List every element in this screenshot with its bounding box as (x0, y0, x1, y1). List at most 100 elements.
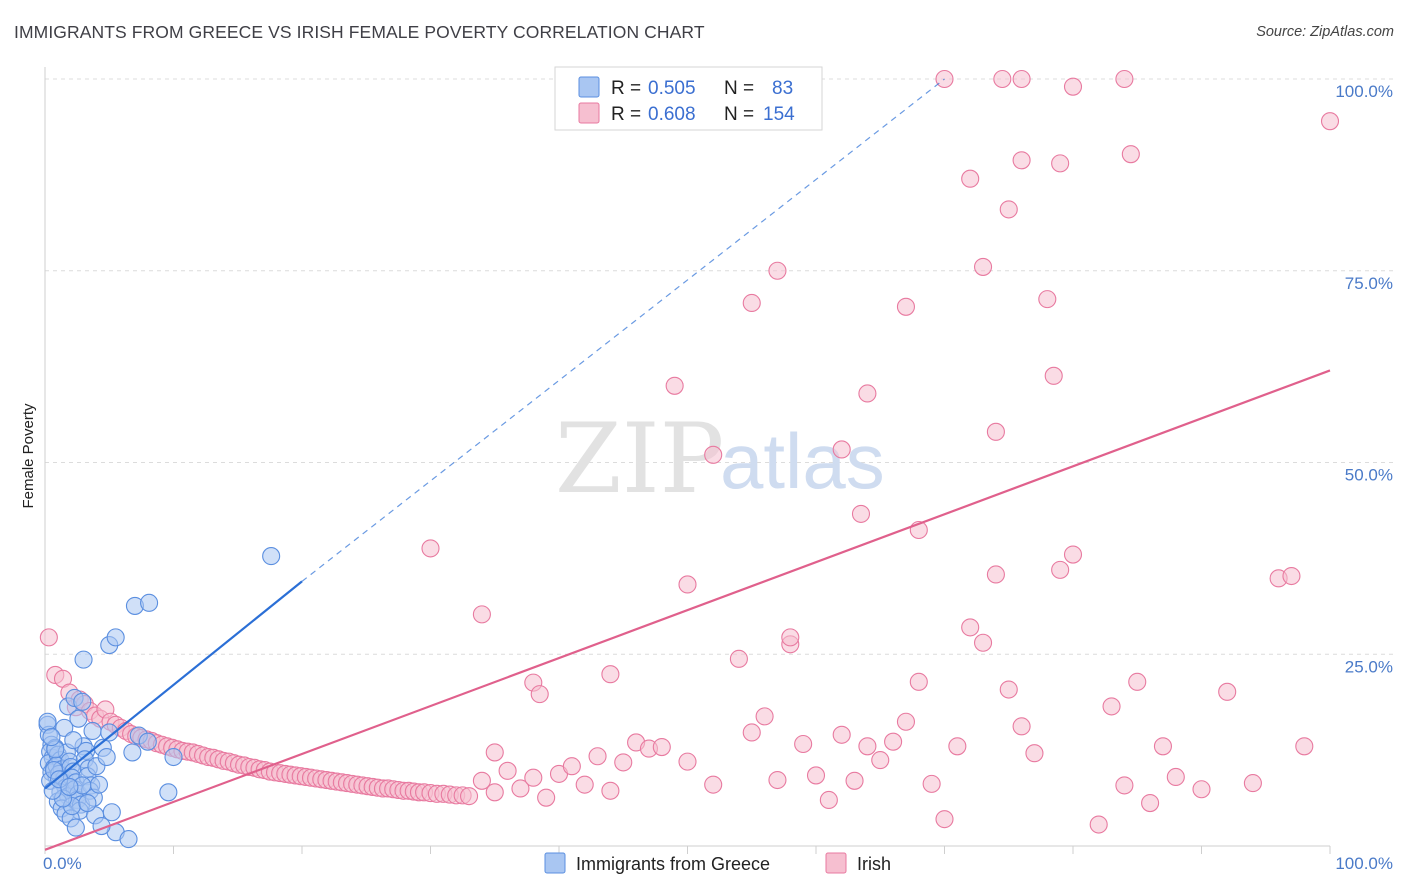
greece-point (123, 743, 142, 762)
irish-point (601, 781, 620, 800)
irish-point (781, 628, 800, 647)
greece-point (55, 718, 74, 737)
irish-point (1166, 767, 1185, 787)
irish-point (1012, 151, 1031, 170)
irish-point (851, 504, 871, 523)
irish-point (871, 751, 890, 770)
irish-point (845, 771, 864, 790)
greece-point (42, 728, 61, 747)
bottom-legend-swatch-pink (825, 852, 847, 874)
source-credit: Source: ZipAtlas.com (1256, 24, 1394, 40)
irish-trend-line (44, 369, 1331, 851)
irish-point (1282, 566, 1301, 586)
irish-point (588, 747, 607, 766)
irish-point (614, 753, 633, 772)
y-tick-label: 100.0% (1335, 82, 1393, 101)
irish-point (459, 787, 479, 806)
greece-point (89, 775, 109, 794)
irish-point (806, 766, 826, 785)
irish-point (1153, 737, 1172, 756)
watermark-atlas: atlas (720, 417, 885, 505)
irish-point (1115, 776, 1134, 795)
irish-point (1012, 717, 1031, 736)
y-tick-label: 50.0% (1345, 466, 1393, 485)
irish-point (498, 761, 517, 780)
irish-point (39, 628, 58, 647)
irish-point (1102, 697, 1121, 716)
irish-point (704, 445, 723, 464)
irish-point (768, 261, 787, 280)
greece-point (164, 747, 183, 767)
trend-lines (44, 78, 1331, 851)
irish-point (986, 565, 1005, 584)
greece-point (100, 723, 119, 742)
bottom-legend-label: Immigrants from Greece (576, 854, 770, 874)
greece-point (159, 783, 178, 802)
bottom-legend-label: Irish (857, 854, 891, 874)
legend-n-label: N = (724, 104, 754, 125)
legend-swatch-blue (578, 76, 600, 98)
irish-point (575, 775, 594, 794)
irish-point (768, 770, 787, 790)
greece-point (97, 747, 116, 767)
irish-point (999, 200, 1018, 219)
irish-point (1320, 112, 1340, 131)
greece-point (38, 712, 57, 731)
greece-point (73, 692, 92, 711)
irish-point (1038, 290, 1057, 309)
tick-labels: 25.0% 50.0% 75.0% 100.0% 0.0% 100.0% (43, 82, 1393, 873)
irish-point (819, 790, 838, 810)
watermark-zip: ZIP (555, 403, 724, 515)
irish-point (858, 737, 877, 756)
irish-point (973, 633, 993, 652)
greece-point (69, 709, 88, 728)
irish-point (973, 257, 993, 276)
irish-point (472, 605, 491, 624)
irish-point (896, 712, 916, 731)
irish-point (986, 422, 1005, 441)
irish-point (999, 680, 1018, 699)
legend-r-value: 0.608 (648, 104, 696, 125)
irish-point (884, 732, 903, 751)
greece-trend-line (44, 580, 303, 790)
irish-point (948, 737, 967, 756)
irish-point (742, 293, 761, 313)
greece-point (74, 650, 93, 669)
greece-point (66, 818, 85, 837)
greece-point (106, 628, 125, 647)
legend-n-value: 154 (763, 104, 795, 125)
irish-point (832, 440, 851, 459)
irish-point (485, 783, 504, 802)
greece-point (102, 803, 121, 822)
grid-lines (45, 78, 1395, 655)
irish-point (472, 771, 491, 790)
irish-point (755, 707, 774, 726)
irish-point (742, 723, 761, 742)
irish-point (1063, 545, 1083, 564)
irish-point (652, 738, 671, 757)
legend-n-label: N = (724, 78, 754, 99)
irish-point (794, 734, 813, 754)
greece-point (138, 732, 157, 751)
irish-point (678, 575, 697, 594)
irish-point (1051, 154, 1070, 173)
irish-point (729, 649, 748, 668)
irish-point (935, 810, 954, 829)
irish-point (993, 69, 1012, 89)
x-tick-label: 0.0% (43, 854, 82, 873)
irish-point (1089, 815, 1108, 834)
bottom-legend-swatch-blue (544, 852, 566, 874)
irish-point (1063, 77, 1083, 96)
greece-point (78, 793, 97, 813)
chart-title: IMMIGRANTS FROM GREECE VS IRISH FEMALE P… (14, 22, 705, 42)
irish-point (530, 685, 549, 704)
irish-point (1025, 744, 1044, 763)
irish-point (961, 618, 980, 637)
irish-points (39, 69, 1340, 834)
greece-point (64, 731, 83, 750)
legend-r-label: R = (611, 104, 641, 125)
irish-point (524, 768, 543, 787)
irish-point (665, 376, 684, 395)
irish-point (1192, 780, 1211, 799)
